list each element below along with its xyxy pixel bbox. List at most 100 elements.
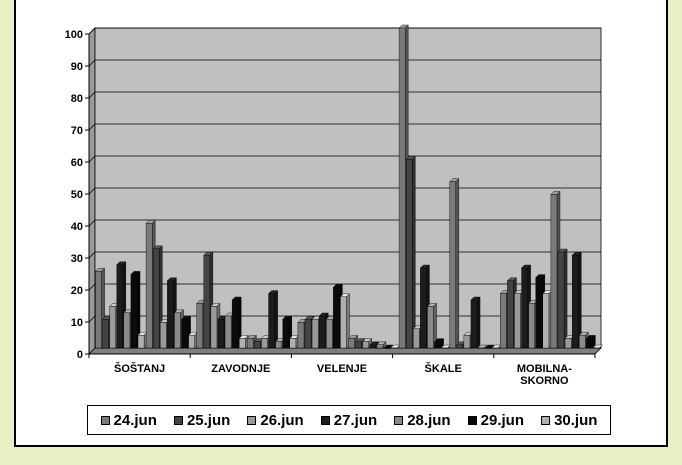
gridline-wall [88,315,96,323]
bar [542,293,550,349]
legend: 24.jun 25.jun 26.jun 27.jun 28.jun 29.jun 30.j… [87,405,611,435]
bar [210,306,218,349]
bar [535,277,543,349]
bar-side [455,178,459,349]
bar-side [412,155,416,349]
legend-item: 28.jun [394,411,451,429]
bar [470,299,478,349]
bar [413,328,420,349]
bar [398,27,406,349]
gridline-wall [88,155,96,163]
bar [355,341,362,349]
bar [593,347,600,349]
legend-label: 30.jun [554,411,598,429]
bar [463,335,471,349]
y-tick-label: 100 [65,29,83,41]
bar-chart: 0 10 20 30 40 50 60 70 80 90 100 ŠOŠTANJ ZAVODNJE VEL… [65,24,603,387]
bar [369,344,377,349]
gridline-wall [88,251,96,259]
legend-label: 29.jun [480,411,524,429]
bar [137,335,145,349]
x-tick-label: MOBILNA- [517,363,572,375]
bar [420,267,427,349]
bar [239,338,246,349]
gridline-wall [88,91,96,99]
bar-side [476,296,481,349]
bar [268,293,275,349]
y-tick-label: 10 [71,317,83,329]
legend-item: 27.jun [320,412,377,429]
bar [500,293,507,349]
gridline-wall [88,27,96,35]
chart-frame: 0 10 20 30 40 50 60 70 80 90 100 ŠOŠTANJ ZAVODNJE VEL… [14,0,668,447]
bar [304,319,312,349]
bar [326,319,333,349]
legend-swatch [320,415,330,425]
gridline-wall [88,187,96,195]
gridline-wall [88,123,96,131]
bar [160,322,167,349]
bar [390,347,398,349]
bar [181,319,188,349]
y-tick-label: 40 [71,221,83,233]
legend-item: 29.jun [467,411,524,429]
bar [557,251,565,349]
bar-side [483,344,488,349]
legend-label: 28.jun [407,411,451,429]
bar [224,315,232,349]
bar [564,338,572,349]
bar [247,338,254,349]
bar [188,335,195,349]
y-tick-label: 50 [71,189,83,201]
bar [95,271,102,349]
gridline-wall [88,59,96,67]
bar [579,335,586,349]
bar [521,267,528,349]
bar [130,274,138,349]
y-tick-label: 30 [71,253,83,265]
bar [203,254,211,349]
bar [484,347,492,349]
bar [348,338,355,349]
bar [427,306,434,349]
x-tick-label: ŠOŠTANJ [114,362,165,375]
bar-side [563,248,568,349]
bar-side [389,344,394,349]
legend-swatch [100,415,110,425]
bar [405,158,413,349]
bar-side [274,290,278,349]
legend-swatch [247,415,257,425]
bar [441,347,448,349]
bar [254,341,261,349]
bar [477,347,485,349]
bar [434,341,441,349]
legend-swatch [467,415,477,425]
bar [340,296,347,349]
bar [275,341,282,349]
bar [102,319,109,349]
bar [383,347,391,349]
bar [123,312,131,349]
bar-side [599,344,603,349]
bar [550,194,558,349]
bar [456,344,464,349]
bar [196,303,203,349]
y-tick-label: 90 [71,61,83,73]
bar [586,338,593,349]
x-tick-label: ŠKALE [425,362,462,375]
legend-item: 25.jun [173,412,230,429]
x-tick-label: ZAVODNJE [211,363,270,375]
bar-side [491,344,495,349]
bar [217,319,225,349]
legend-swatch [394,415,404,425]
bar [231,299,239,349]
legend-swatch [541,415,551,425]
legend-item: 30.jun [541,412,597,429]
bar [333,287,340,349]
legend-label: 26.jun [260,411,304,429]
bar [167,280,174,349]
bar [492,347,499,349]
gridline-wall [88,283,96,291]
y-tick-label: 0 [77,349,83,361]
y-tick-label: 20 [71,285,83,297]
